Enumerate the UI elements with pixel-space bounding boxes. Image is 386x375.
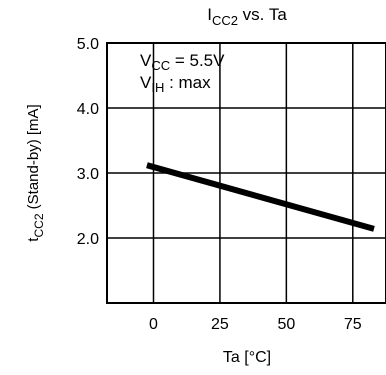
y-axis-label: tCC2 (Stand-by) [mA] bbox=[25, 104, 46, 241]
plot-frame bbox=[106, 42, 386, 304]
x-tick-labels: 0 25 50 75 bbox=[149, 316, 362, 333]
annotation-vcc: VCC = 5.5V bbox=[140, 51, 225, 73]
chart-title: ICC2 vs. Ta bbox=[207, 5, 287, 28]
y-tick-label: 5.0 bbox=[77, 36, 99, 53]
y-tick-labels: 2.0 3.0 4.0 5.0 bbox=[77, 36, 99, 248]
x-tick-label: 0 bbox=[149, 316, 158, 333]
y-tick-label: 3.0 bbox=[77, 166, 99, 183]
annotation-vih: VIH : max bbox=[140, 73, 211, 95]
x-tick-label: 25 bbox=[211, 316, 229, 333]
x-axis-label: Ta [°C] bbox=[223, 349, 271, 366]
grid bbox=[107, 42, 386, 303]
y-tick-label: 2.0 bbox=[77, 231, 99, 248]
condition-annotation: VCC = 5.5V VIH : max bbox=[140, 51, 225, 95]
series-layer bbox=[146, 162, 375, 232]
series-line-0 bbox=[146, 162, 375, 232]
x-tick-label: 75 bbox=[344, 316, 362, 333]
y-tick-label: 4.0 bbox=[77, 101, 99, 118]
x-tick-label: 50 bbox=[277, 316, 295, 333]
